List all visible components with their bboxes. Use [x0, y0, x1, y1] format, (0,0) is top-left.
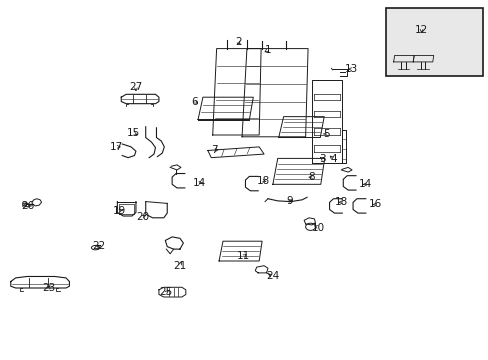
Text: 17: 17 — [109, 142, 123, 152]
Text: 14: 14 — [192, 178, 206, 188]
Text: 10: 10 — [312, 222, 325, 233]
Text: 15: 15 — [126, 128, 140, 138]
Text: 20: 20 — [136, 212, 149, 222]
Text: 19: 19 — [113, 206, 126, 216]
Text: 12: 12 — [414, 24, 427, 35]
Text: 21: 21 — [173, 261, 186, 271]
Text: 24: 24 — [265, 271, 279, 282]
Text: 14: 14 — [358, 179, 372, 189]
Text: 16: 16 — [368, 199, 382, 210]
Text: 27: 27 — [129, 82, 142, 92]
Text: 11: 11 — [236, 251, 250, 261]
Text: 26: 26 — [21, 201, 35, 211]
Text: 7: 7 — [210, 145, 217, 156]
Text: 9: 9 — [285, 196, 292, 206]
Text: 2: 2 — [235, 37, 242, 48]
Text: 13: 13 — [344, 64, 357, 74]
Text: 18: 18 — [256, 176, 269, 186]
Text: 23: 23 — [42, 283, 56, 293]
Text: 18: 18 — [334, 197, 347, 207]
Text: 22: 22 — [92, 240, 105, 251]
Text: 25: 25 — [159, 287, 173, 297]
Text: 4: 4 — [329, 154, 336, 164]
Text: 6: 6 — [191, 96, 198, 107]
Text: 5: 5 — [323, 129, 329, 139]
Text: 3: 3 — [319, 154, 325, 164]
Text: 1: 1 — [264, 45, 271, 55]
Bar — [386, 8, 482, 76]
Text: 8: 8 — [308, 172, 315, 182]
